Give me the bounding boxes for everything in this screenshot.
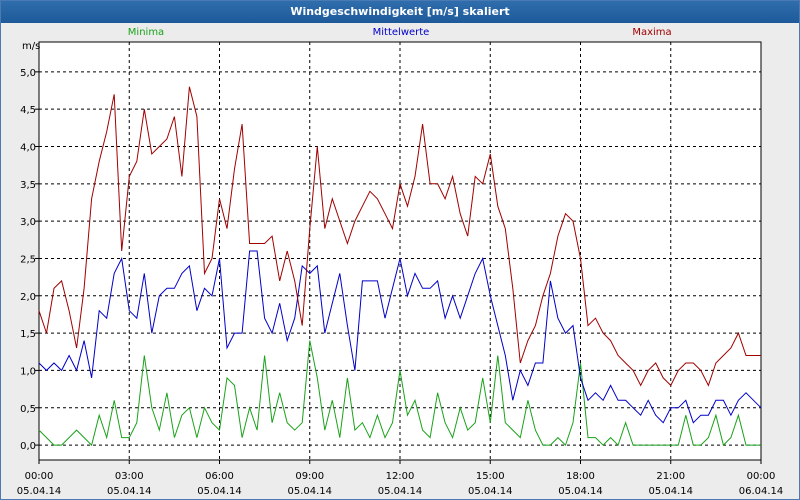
x-tick-time: 00:00	[747, 471, 776, 482]
y-tick-label: 0,0	[20, 441, 36, 452]
y-tick-label: 1,5	[20, 329, 36, 340]
x-tick-time: 15:00	[476, 471, 505, 482]
y-axis: 0,0 0,5 1,0 1,5 2,0 2,5 3,0 3,5 4,0 4,5 5,0	[20, 68, 39, 452]
x-tick-date: 06.04.14	[739, 486, 784, 497]
chart-title: Windgeschwindigkeit [m/s] skaliert	[1, 1, 799, 23]
x-tick-date: 05.04.14	[648, 486, 693, 497]
y-tick-label: 3,0	[20, 217, 36, 228]
x-tick-date: 05.04.14	[378, 486, 423, 497]
y-tick-label: 5,0	[20, 68, 36, 79]
legend-minima: Minima	[128, 27, 164, 38]
y-tick-label: 2,0	[20, 292, 36, 303]
y-tick-label: 4,0	[20, 143, 36, 154]
y-tick-label: 4,5	[20, 105, 36, 116]
y-axis-label: m/s	[22, 41, 40, 52]
legend-mittelwerte: Mittelwerte	[373, 27, 430, 38]
x-axis: 00:00 05.04.14 03:00 05.04.14 06:00 05.04.14 0…	[17, 460, 784, 497]
x-tick-date: 05.04.14	[197, 486, 242, 497]
x-tick-time: 12:00	[386, 471, 415, 482]
y-tick-label: 3,5	[20, 180, 36, 191]
legend-maxima: Maxima	[632, 27, 671, 38]
series-line-maxima	[38, 86, 761, 387]
x-tick-time: 03:00	[115, 471, 144, 482]
x-tick-date: 05.04.14	[287, 486, 332, 497]
series-line-mittelwerte	[38, 250, 762, 424]
x-tick-time: 18:00	[566, 471, 595, 482]
x-tick-date: 05.04.14	[107, 486, 152, 497]
x-tick-date: 05.04.14	[468, 486, 513, 497]
y-tick-label: 1,0	[20, 366, 36, 377]
x-tick-time: 06:00	[205, 471, 234, 482]
x-tick-date: 05.04.14	[17, 486, 62, 497]
series-lines	[38, 86, 762, 447]
y-tick-label: 2,5	[20, 254, 36, 265]
series-line-minima	[38, 340, 761, 447]
x-tick-time: 00:00	[25, 471, 54, 482]
x-tick-time: 21:00	[656, 471, 685, 482]
y-tick-label: 0,5	[20, 404, 36, 415]
x-tick-time: 09:00	[295, 471, 324, 482]
x-tick-date: 05.04.14	[558, 486, 603, 497]
